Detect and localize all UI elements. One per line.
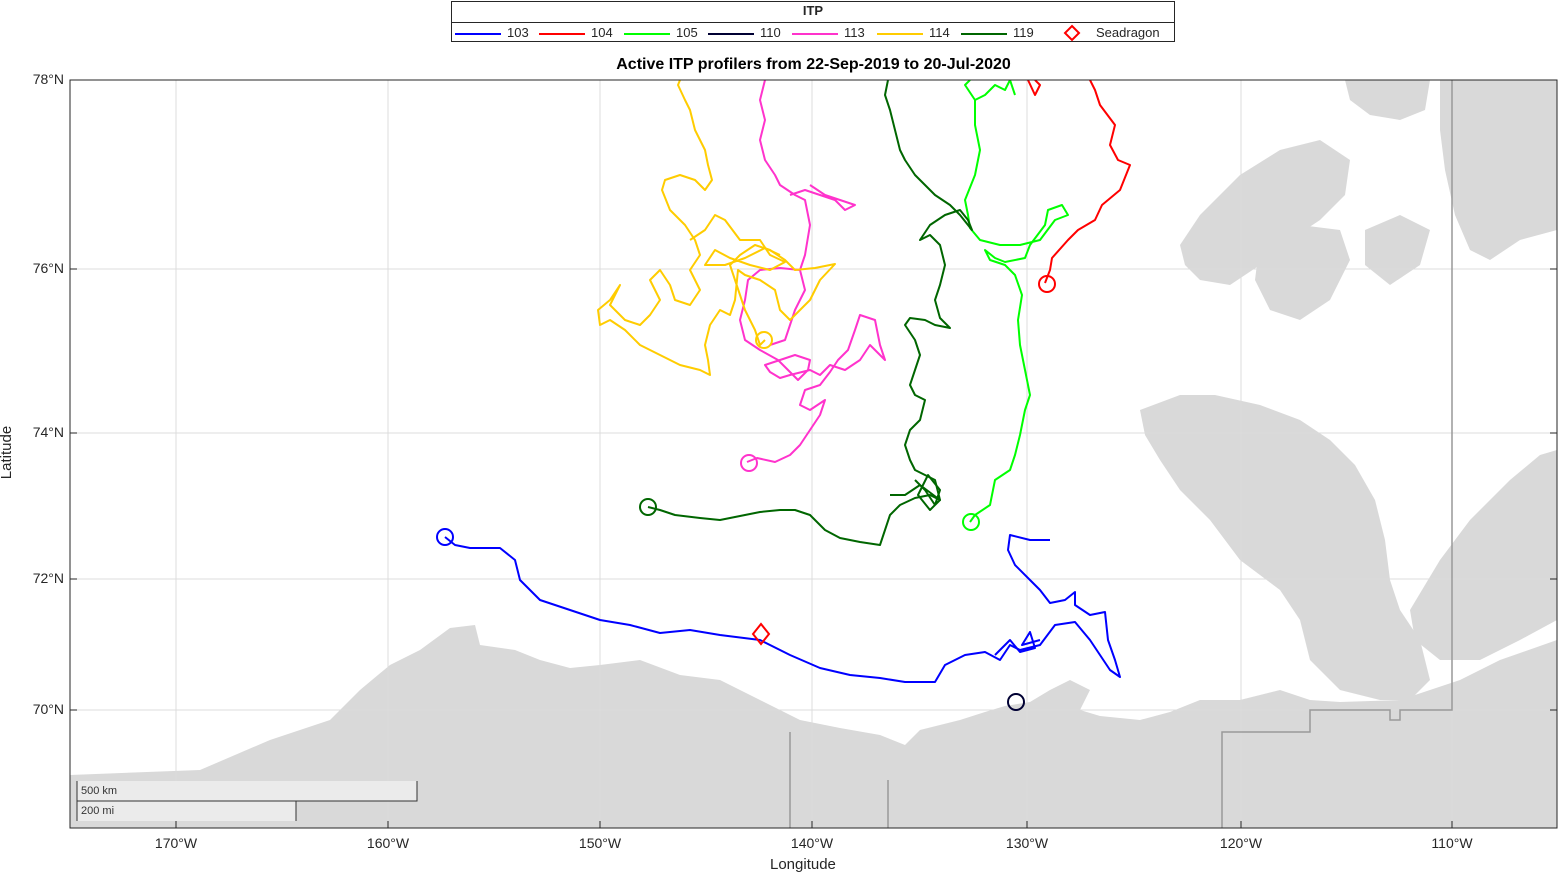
- legend-swatch-105: [624, 33, 670, 35]
- lat-tick-78: 78°N: [32, 71, 64, 87]
- alaska-coast-land: [70, 625, 1557, 828]
- track-104: [1044, 80, 1131, 284]
- legend-swatch-104: [539, 33, 585, 35]
- lon-tick-150w: 150°W: [578, 835, 622, 851]
- legend-label-104: 104: [591, 25, 613, 40]
- track-119-cluster: [890, 474, 941, 511]
- legend-swatch-119: [961, 33, 1007, 35]
- tracks: [444, 80, 1131, 683]
- lon-tick-110w: 110°W: [1431, 835, 1473, 851]
- eglinton-island-land: [1255, 225, 1350, 320]
- track-105: [964, 80, 1069, 523]
- victoria-island-land: [1410, 450, 1557, 660]
- y-axis-label: Latitude: [0, 425, 16, 480]
- track-113-end-marker: [740, 454, 758, 472]
- track-104-end-marker: [1038, 275, 1056, 293]
- lon-tick-170w: 170°W: [154, 835, 198, 851]
- legend-title: ITP: [802, 3, 824, 18]
- plot-frame: [69, 79, 1558, 829]
- lat-tick-76: 76°N: [32, 260, 64, 276]
- track-103-cluster: [994, 631, 1041, 656]
- track-103: [444, 534, 1121, 683]
- track-113-loop: [789, 184, 856, 211]
- track-105-top: [974, 80, 1016, 101]
- track-103-end-marker: [436, 528, 454, 546]
- track-119: [647, 80, 973, 546]
- track-114: [597, 80, 836, 376]
- northern-island-land: [1345, 80, 1430, 120]
- legend: ITP 103 104 105 110 113 114 119: [451, 1, 1175, 42]
- legend-swatch-103: [455, 33, 501, 35]
- lon-tick-130w: 130°W: [1005, 835, 1049, 851]
- legend-swatch-110: [708, 33, 754, 35]
- banks-island-land: [1140, 395, 1430, 700]
- lon-tick-160w: 160°W: [366, 835, 410, 851]
- track-105-end-marker: [962, 513, 980, 531]
- lon-tick-140w: 140°W: [790, 835, 834, 851]
- legend-label-113: 113: [844, 25, 865, 40]
- axis-ticks: [70, 79, 1557, 828]
- legend-divider: [452, 22, 1174, 23]
- melville-island-land: [1440, 80, 1557, 260]
- x-axis-label: Longitude: [770, 856, 836, 873]
- track-119-end-marker: [639, 498, 657, 516]
- prince-patrick-island-land: [1180, 140, 1350, 285]
- lat-tick-70: 70°N: [32, 701, 64, 717]
- legend-label-105: 105: [676, 25, 698, 40]
- legend-swatch-114: [877, 33, 923, 35]
- track-markers: [436, 275, 1056, 711]
- legend-label-seadragon: Seadragon: [1096, 25, 1160, 40]
- track-113: [739, 80, 886, 463]
- graticule: [70, 80, 1557, 828]
- track-110-end-marker: [1007, 693, 1025, 711]
- legend-swatch-113: [792, 33, 838, 35]
- track-114-end-marker: [755, 331, 773, 349]
- lon-tick-120w: 120°W: [1219, 835, 1263, 851]
- legend-label-119: 119: [1013, 25, 1034, 40]
- small-island-land: [1500, 90, 1540, 130]
- legend-label-114: 114: [929, 25, 950, 40]
- scalebar-km-label: 500 km: [81, 785, 118, 797]
- scale-bar: [76, 781, 418, 821]
- legend-label-110: 110: [760, 25, 781, 40]
- legend-label-103: 103: [507, 25, 529, 40]
- legend-row: 103 104 105 110 113 114 119: [452, 24, 1174, 42]
- lat-tick-74: 74°N: [32, 424, 64, 440]
- track-104-top: [1027, 80, 1041, 96]
- political-borders: [789, 80, 1453, 828]
- small-island-land-2: [1365, 215, 1430, 285]
- chart-title: Active ITP profilers from 22-Sep-2019 to…: [616, 56, 1011, 73]
- land-areas: [70, 80, 1557, 828]
- diamond-marker-icon: [1063, 24, 1081, 42]
- lat-tick-72: 72°N: [32, 570, 64, 586]
- track-114-cluster: [689, 214, 786, 271]
- seadragon-marker: [751, 622, 771, 646]
- scalebar-mi-label: 200 mi: [81, 805, 115, 817]
